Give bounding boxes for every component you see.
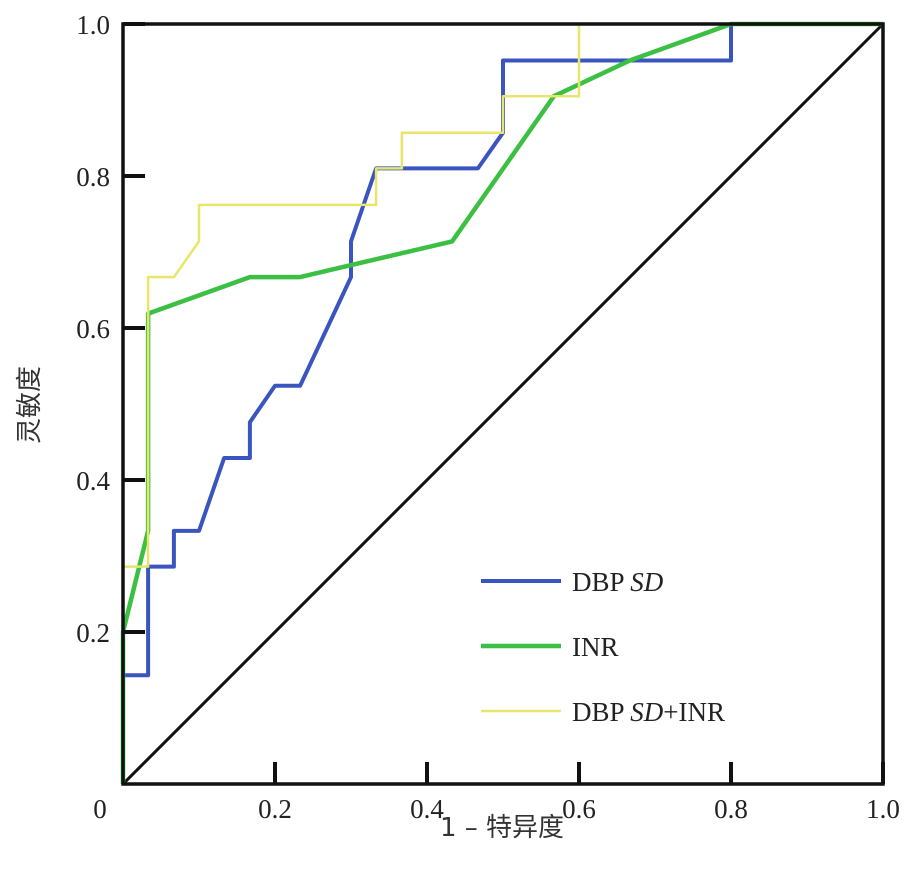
y-tick-label: 0.4 [76, 466, 110, 496]
x-tick-label: 0 [93, 794, 107, 824]
x-axis-title: 1 – 特异度 [440, 813, 564, 843]
y-tick-label: 0.8 [76, 162, 110, 192]
legend-label-inr: INR [572, 632, 619, 662]
y-tick-label: 0.2 [76, 618, 110, 648]
y-tick-label: 1.0 [76, 10, 110, 40]
series-layer [120, 21, 885, 786]
y-tick-label: 0.6 [76, 314, 110, 344]
legend-label-part: SD [630, 567, 664, 597]
x-tick-label: 0.4 [410, 794, 444, 824]
legend-label-part: DBP [572, 697, 630, 727]
legend-label-dbp-sd: DBP SD [572, 567, 664, 597]
series-line-inr [120, 21, 883, 784]
legend-label-part: INR [572, 632, 619, 662]
x-tick-label: 0.2 [258, 794, 292, 824]
legend-label-part: SD [630, 697, 664, 727]
legend-label-part: DBP [572, 567, 630, 597]
y-axis-title: 灵敏度 [15, 366, 45, 444]
axes-layer: 0 0.2 0.4 0.6 0.8 1.0 0.2 0.4 0.6 0.8 1.0 [76, 10, 900, 824]
series-line-reference [121, 22, 885, 786]
x-tick-label: 0.6 [562, 794, 596, 824]
plot-frame [121, 22, 885, 786]
legend-label-part: +INR [663, 697, 725, 727]
legend-label-dbp-sd-inr: DBP SD+INR [572, 697, 725, 727]
series-line-dbp-sd-inr [121, 22, 883, 784]
series-line-dbp-sd [121, 22, 883, 784]
x-tick-label: 0.8 [714, 794, 748, 824]
x-tick-label: 1.0 [866, 794, 900, 824]
